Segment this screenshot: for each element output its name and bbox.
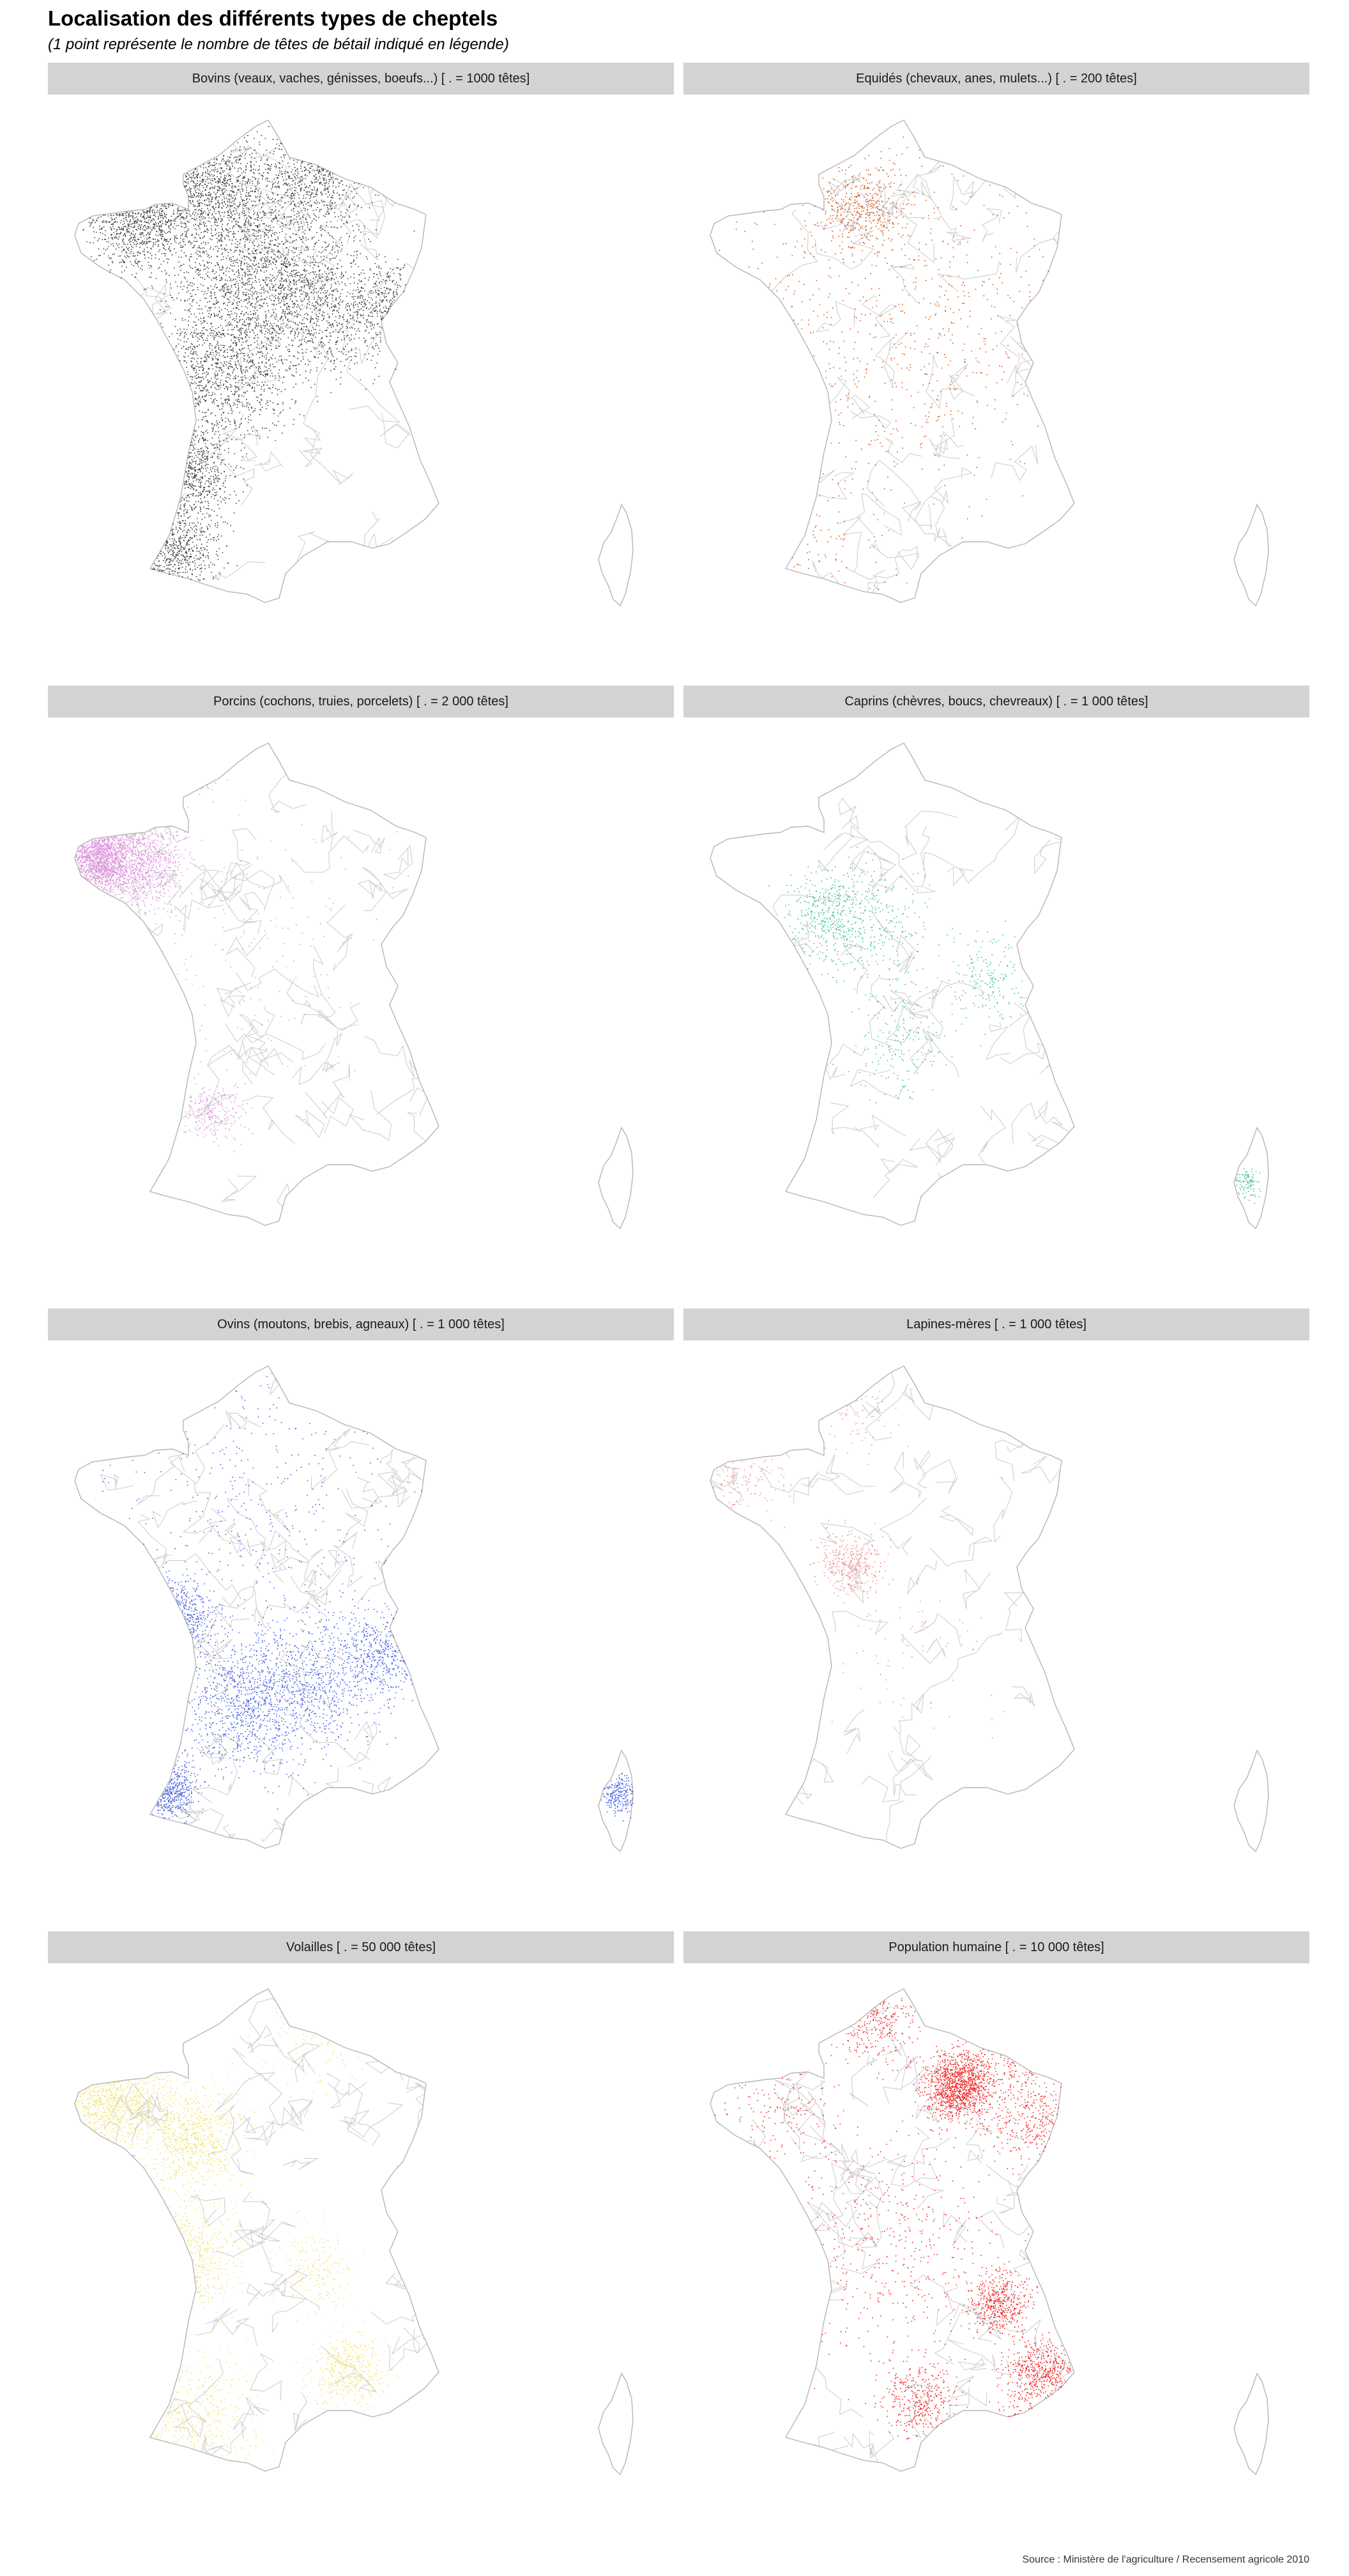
france-outline <box>710 742 1075 1226</box>
panel-volailles: Volailles [ . = 50 000 têtes] <box>48 1931 674 2526</box>
france-outline <box>74 1988 439 2472</box>
panel-lapines: Lapines-mères [ . = 1 000 têtes] <box>683 1308 1309 1903</box>
corsica-outline <box>1233 2372 1269 2476</box>
livestock-dots <box>719 136 1049 590</box>
france-dot-map <box>710 119 1269 607</box>
france-dot-map <box>74 1988 634 2476</box>
panel-label: Ovins (moutons, brebis, agneaux) [ . = 1… <box>48 1308 674 1340</box>
livestock-dots <box>102 1376 634 1824</box>
france-dot-map <box>710 1365 1269 1853</box>
corsica-outline <box>1233 503 1269 607</box>
france-outline <box>74 742 439 1226</box>
panel-label: Lapines-mères [ . = 1 000 têtes] <box>683 1308 1309 1340</box>
corsica-outline <box>598 1749 634 1853</box>
corsica-outline <box>1233 1749 1269 1853</box>
corsica-outline <box>1233 1126 1269 1230</box>
france-dot-map <box>74 1365 634 1853</box>
livestock-dots <box>75 779 409 1153</box>
france-outline <box>710 119 1075 603</box>
france-dot-map <box>74 119 634 607</box>
corsica-outline <box>598 1126 634 1230</box>
source-caption: Source : Ministère de l'agriculture / Re… <box>1022 2554 1309 2565</box>
panel-ovins: Ovins (moutons, brebis, agneaux) [ . = 1… <box>48 1308 674 1903</box>
panel-label: Equidés (chevaux, anes, mulets...) [ . =… <box>683 63 1309 95</box>
france-outline <box>710 1988 1075 2472</box>
livestock-dots <box>82 126 415 581</box>
france-dot-map <box>710 742 1269 1230</box>
france-outline <box>74 119 439 603</box>
panel-caprins: Caprins (chèvres, boucs, chevreaux) [ . … <box>683 686 1309 1280</box>
panel-label: Population humaine [ . = 10 000 têtes] <box>683 1931 1309 1963</box>
panel-population: Population humaine [ . = 10 000 têtes] <box>683 1931 1309 2526</box>
panel-label: Caprins (chèvres, boucs, chevreaux) [ . … <box>683 686 1309 717</box>
livestock-dots <box>715 1998 1071 2440</box>
france-dot-map <box>710 1988 1269 2476</box>
france-outline <box>710 1365 1075 1849</box>
livestock-dots <box>713 1391 1005 1752</box>
panel-equides: Equidés (chevaux, anes, mulets...) [ . =… <box>683 63 1309 657</box>
corsica-outline <box>598 503 634 607</box>
panel-label: Bovins (veaux, vaches, génisses, boeufs.… <box>48 63 674 95</box>
corsica-outline <box>598 2372 634 2476</box>
panel-bovins: Bovins (veaux, vaches, génisses, boeufs.… <box>48 63 674 657</box>
figure-subtitle: (1 point représente le nombre de têtes d… <box>48 36 509 53</box>
france-outline <box>74 1365 439 1849</box>
france-dot-map <box>74 742 634 1230</box>
livestock-dots <box>768 847 1261 1204</box>
panel-label: Porcins (cochons, truies, porcelets) [ .… <box>48 686 674 717</box>
panel-label: Volailles [ . = 50 000 têtes] <box>48 1931 674 1963</box>
panel-porcins: Porcins (cochons, truies, porcelets) [ .… <box>48 686 674 1280</box>
figure-title: Localisation des différents types de che… <box>48 6 498 30</box>
livestock-dots <box>75 1997 399 2462</box>
